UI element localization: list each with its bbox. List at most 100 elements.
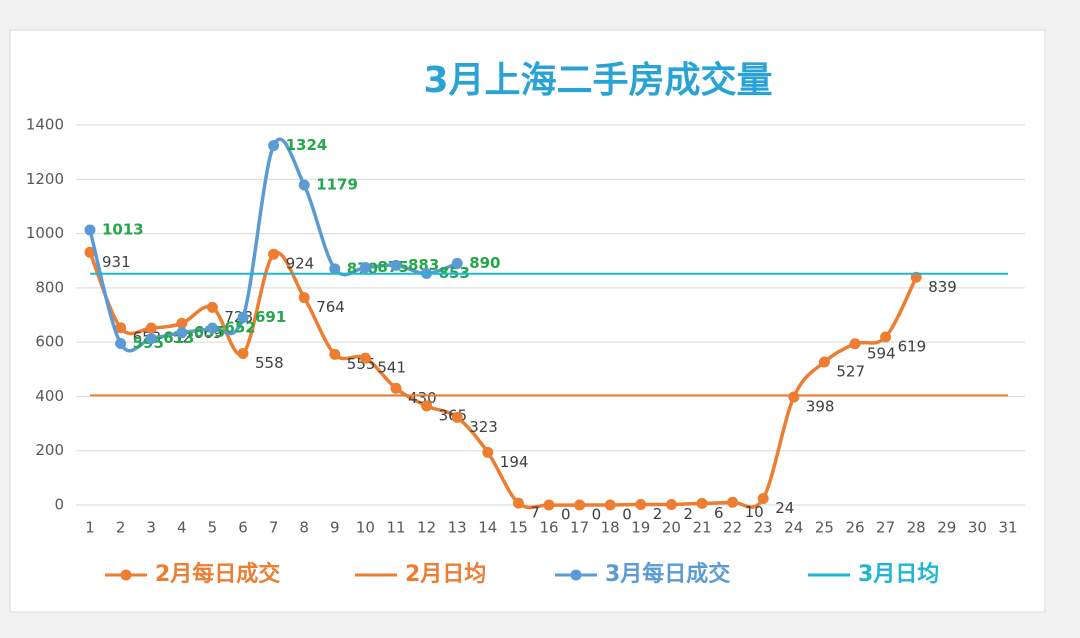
- data-point: [359, 262, 371, 273]
- legend-label: 2月每日成交: [155, 561, 280, 587]
- data-point: [574, 499, 586, 511]
- data-point: [329, 348, 341, 360]
- x-tick-label: 27: [876, 519, 895, 537]
- data-point: [727, 496, 739, 508]
- x-tick-label: 25: [815, 519, 834, 537]
- data-point: [145, 333, 157, 345]
- x-tick-label: 23: [754, 519, 773, 537]
- data-label: 890: [469, 254, 500, 272]
- legend-marker: [120, 569, 132, 581]
- data-point: [206, 301, 218, 313]
- x-tick-label: 16: [539, 519, 558, 537]
- data-point: [298, 292, 310, 304]
- data-label: 1179: [316, 175, 358, 193]
- data-label: 2: [683, 505, 693, 523]
- x-tick-label: 29: [937, 519, 956, 537]
- data-label: 764: [316, 298, 345, 316]
- data-point: [665, 498, 677, 510]
- x-tick-label: 14: [478, 519, 497, 537]
- data-label: 691: [255, 308, 286, 326]
- x-tick-label: 12: [417, 519, 436, 537]
- data-point: [604, 499, 616, 511]
- data-point: [512, 497, 524, 509]
- data-point: [329, 263, 341, 275]
- data-label: 2: [653, 505, 663, 523]
- data-label: 0: [592, 506, 602, 524]
- data-label: 194: [500, 453, 529, 471]
- x-tick-label: 17: [570, 519, 589, 537]
- data-label: 1013: [102, 221, 144, 239]
- y-tick-label: 1400: [26, 116, 64, 134]
- x-tick-label: 8: [299, 519, 309, 537]
- y-tick-label: 400: [35, 387, 64, 405]
- data-point: [176, 327, 188, 339]
- data-label: 541: [377, 359, 406, 377]
- data-label: 1324: [286, 136, 328, 154]
- data-label: 0: [561, 506, 571, 524]
- legend-label: 3月日均: [858, 561, 939, 587]
- data-point: [818, 356, 830, 368]
- data-point: [237, 311, 249, 323]
- y-tick-label: 1000: [26, 224, 64, 242]
- data-point: [635, 498, 647, 510]
- x-tick-label: 19: [631, 519, 650, 537]
- legend-label: 3月每日成交: [605, 561, 730, 587]
- data-point: [84, 246, 96, 258]
- data-label: 652: [224, 319, 255, 337]
- data-label: 10: [745, 503, 764, 521]
- data-label: 398: [806, 397, 835, 415]
- x-tick-label: 20: [662, 519, 681, 537]
- data-point: [176, 317, 188, 329]
- y-tick-label: 800: [35, 278, 64, 296]
- x-tick-label: 13: [448, 519, 467, 537]
- data-label: 527: [836, 362, 865, 380]
- data-point: [390, 382, 402, 394]
- data-point: [849, 338, 861, 350]
- data-point: [206, 322, 218, 334]
- data-point: [268, 140, 280, 152]
- x-tick-label: 10: [356, 519, 375, 537]
- x-tick-label: 21: [692, 519, 711, 537]
- x-tick-label: 24: [784, 519, 803, 537]
- x-tick-label: 5: [208, 519, 218, 537]
- data-point: [451, 411, 463, 423]
- data-label: 839: [928, 278, 957, 296]
- data-label: 0: [622, 506, 632, 524]
- data-label: 6: [714, 504, 724, 522]
- data-point: [390, 259, 402, 271]
- data-point: [696, 497, 708, 509]
- x-tick-label: 9: [330, 519, 340, 537]
- x-tick-label: 18: [601, 519, 620, 537]
- data-point: [451, 257, 463, 269]
- data-label: 323: [469, 418, 498, 436]
- x-tick-label: 11: [386, 519, 405, 537]
- x-tick-label: 2: [116, 519, 126, 537]
- data-point: [757, 492, 769, 504]
- x-tick-label: 28: [907, 519, 926, 537]
- data-point: [115, 338, 127, 349]
- data-point: [145, 322, 157, 334]
- legend-marker: [570, 569, 582, 581]
- data-point: [268, 248, 280, 260]
- data-point: [880, 331, 892, 343]
- y-tick-label: 600: [35, 333, 64, 351]
- chart-title: 3月上海二手房成交量: [423, 59, 772, 101]
- x-tick-label: 26: [845, 519, 864, 537]
- data-point: [115, 322, 127, 334]
- data-point: [237, 348, 249, 360]
- data-label: 924: [286, 255, 315, 273]
- y-tick-label: 0: [54, 496, 64, 514]
- x-tick-label: 4: [177, 519, 187, 537]
- data-point: [543, 499, 555, 511]
- data-label: 619: [898, 337, 927, 355]
- y-tick-label: 200: [35, 441, 64, 459]
- data-point: [421, 400, 433, 412]
- data-point: [482, 446, 494, 458]
- legend-label: 2月日均: [405, 561, 486, 587]
- data-label: 931: [102, 253, 131, 271]
- y-tick-label: 1200: [26, 170, 64, 188]
- data-point: [359, 352, 371, 364]
- x-tick-label: 3: [146, 519, 156, 537]
- data-label: 7: [530, 504, 540, 522]
